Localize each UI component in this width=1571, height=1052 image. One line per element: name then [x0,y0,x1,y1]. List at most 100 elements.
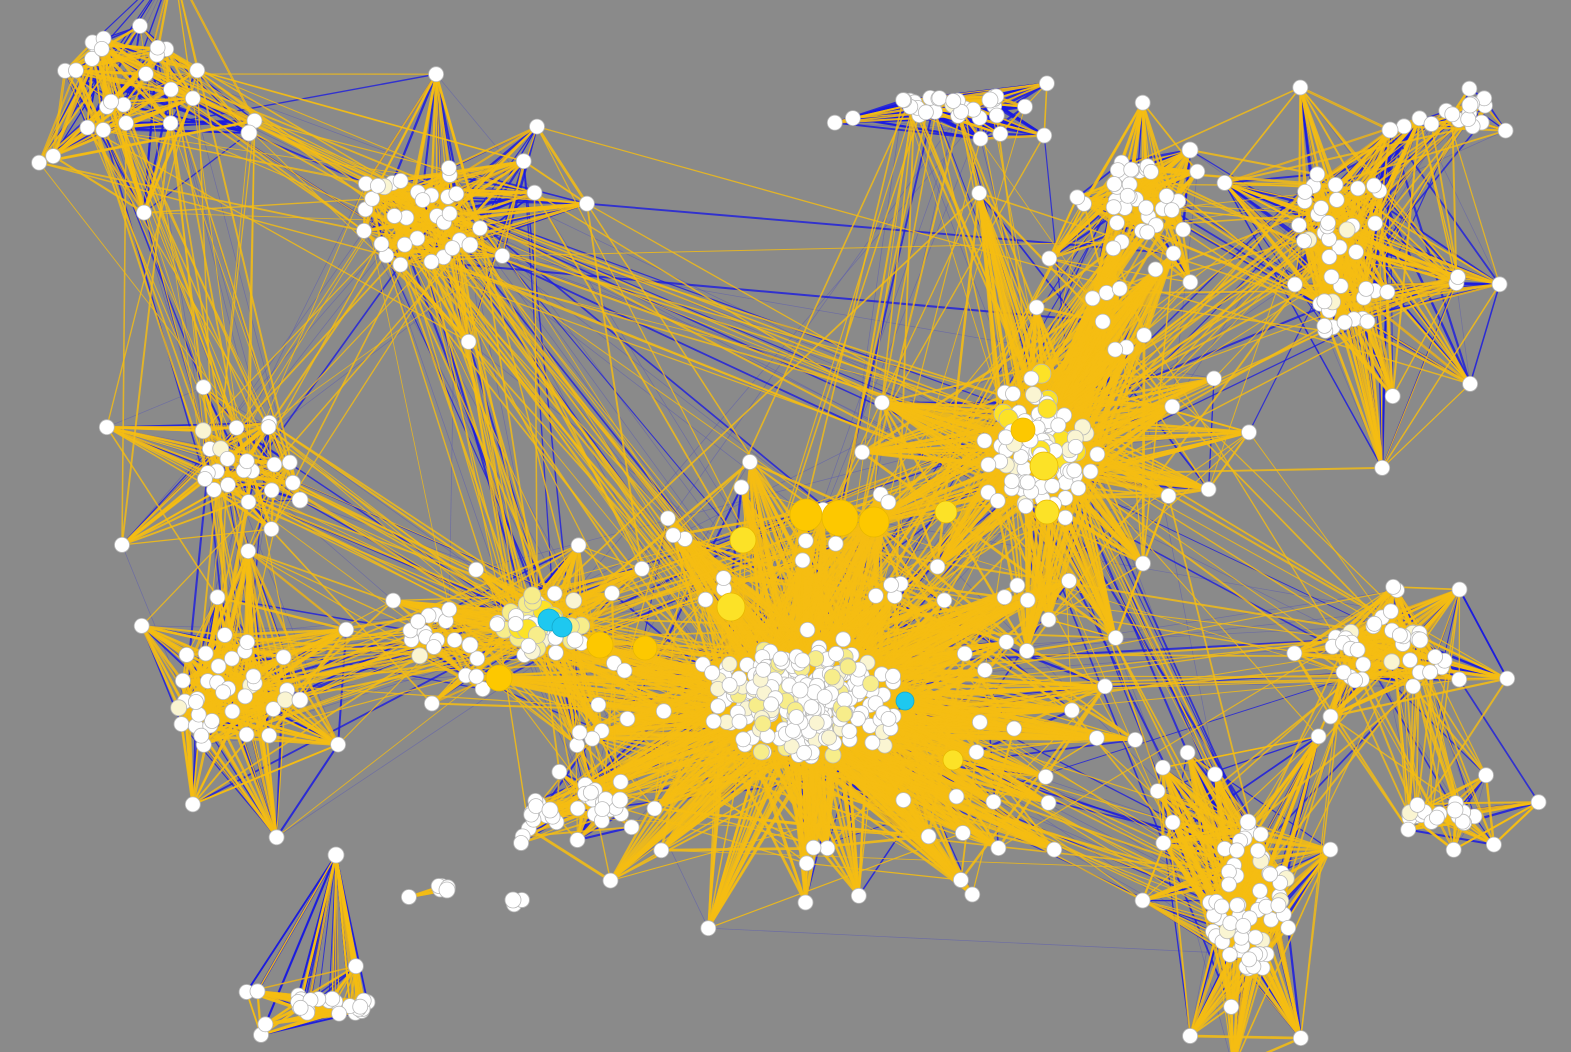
graph-node[interactable] [1445,841,1462,858]
graph-node[interactable] [133,618,150,634]
graph-node[interactable] [1381,121,1399,139]
graph-node[interactable] [513,835,529,851]
graph-node[interactable] [223,650,240,667]
graph-node[interactable] [238,726,255,743]
graph-node[interactable] [324,990,341,1007]
graph-node[interactable] [704,664,720,681]
gold-hub-node[interactable] [934,500,958,524]
graph-node[interactable] [918,104,934,121]
graph-node[interactable] [566,631,584,649]
graph-node[interactable] [268,829,285,846]
graph-node[interactable] [976,432,993,449]
graph-node[interactable] [526,184,543,201]
graph-node[interactable] [1316,293,1333,310]
graph-node[interactable] [1037,768,1054,785]
graph-node[interactable] [956,645,973,662]
graph-node[interactable] [1134,892,1151,909]
graph-node[interactable] [347,958,364,975]
graph-node[interactable] [1396,118,1412,135]
graph-node[interactable] [841,723,858,739]
graph-node[interactable] [1109,214,1125,231]
graph-node[interactable] [1400,821,1417,838]
graph-node[interactable] [1044,478,1061,494]
graph-node[interactable] [444,240,461,257]
graph-node[interactable] [1094,313,1111,330]
graph-node[interactable] [461,236,479,254]
graph-node[interactable] [1499,670,1516,687]
graph-node[interactable] [1070,480,1087,497]
cyan-node[interactable] [551,616,573,638]
graph-node[interactable] [266,456,283,473]
graph-node[interactable] [1310,728,1327,745]
graph-node[interactable] [874,394,890,411]
graph-node[interactable] [364,190,381,207]
graph-node[interactable] [1221,876,1237,893]
graph-node[interactable] [330,736,347,753]
gold-hub-node[interactable] [729,526,757,554]
graph-node[interactable] [1107,630,1124,646]
graph-node[interactable] [386,208,403,224]
graph-node[interactable] [162,115,179,132]
graph-node[interactable] [797,532,814,549]
graph-node[interactable] [1164,398,1181,415]
graph-node[interactable] [1019,474,1036,491]
graph-node[interactable] [653,842,670,859]
graph-node[interactable] [1036,127,1053,144]
graph-node[interactable] [1286,645,1303,662]
graph-node[interactable] [655,703,672,720]
graph-node[interactable] [1206,370,1222,387]
graph-node[interactable] [968,744,985,760]
graph-node[interactable] [936,592,953,609]
graph-node[interactable] [570,537,587,554]
graph-node[interactable] [173,716,190,732]
graph-node[interactable] [219,450,236,467]
graph-node[interactable] [1247,929,1264,946]
graph-node[interactable] [604,585,620,602]
graph-node[interactable] [291,491,309,509]
graph-node[interactable] [197,645,214,662]
graph-node[interactable] [754,715,772,733]
graph-node[interactable] [752,743,770,761]
graph-node[interactable] [1138,199,1154,216]
graph-node[interactable] [220,476,236,493]
graph-node[interactable] [411,647,429,665]
graph-node[interactable] [338,621,355,638]
graph-node[interactable] [1200,481,1217,498]
graph-node[interactable] [275,649,292,666]
graph-node[interactable] [276,691,294,709]
graph-node[interactable] [507,616,524,632]
graph-node[interactable] [1262,866,1278,883]
graph-node[interactable] [440,160,457,176]
graph-node[interactable] [755,661,772,678]
graph-node[interactable] [1462,375,1478,392]
graph-node[interactable] [1019,592,1036,609]
gold-hub-node[interactable] [942,749,964,771]
graph-node[interactable] [1229,842,1245,859]
graph-node[interactable] [794,652,811,669]
graph-node[interactable] [1207,766,1223,783]
graph-node[interactable] [1229,897,1245,914]
graph-node[interactable] [579,195,595,212]
graph-node[interactable] [1082,463,1099,480]
gold-hub-node[interactable] [821,499,859,537]
graph-node[interactable] [520,638,537,654]
graph-node[interactable] [1422,664,1438,681]
graph-node[interactable] [461,636,479,654]
graph-node[interactable] [808,715,825,731]
graph-node[interactable] [98,419,115,436]
graph-node[interactable] [1320,214,1336,231]
graph-node[interactable] [1147,261,1164,278]
graph-node[interactable] [1039,75,1055,92]
graph-node[interactable] [1017,498,1034,515]
graph-node[interactable] [1006,720,1022,737]
graph-node[interactable] [1272,875,1288,891]
cyan-node[interactable] [895,691,915,711]
graph-node[interactable] [1066,462,1083,479]
graph-node[interactable] [1041,250,1058,267]
graph-node[interactable] [1367,215,1383,232]
graph-node[interactable] [1143,163,1159,180]
graph-node[interactable] [803,699,820,715]
graph-node[interactable] [541,801,559,819]
graph-node[interactable] [619,711,636,727]
graph-node[interactable] [1136,327,1152,344]
